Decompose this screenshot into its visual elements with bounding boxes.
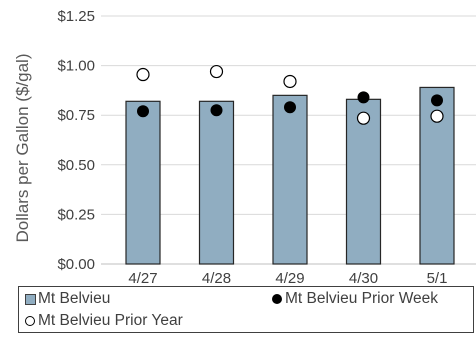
legend-item-prior-year: Mt Belvieu Prior Year [25,312,183,330]
legend: Mt Belvieu Mt Belvieu Prior Week Mt Belv… [18,286,474,333]
prior-year-point [283,74,297,89]
x-tick-label: 4/27 [128,270,157,287]
bar [345,98,382,265]
legend-item-prior-week: Mt Belvieu Prior Week [272,290,438,308]
prior-year-point [136,67,150,82]
y-tick-label: $0.00 [57,256,95,273]
y-tick-label: $1.25 [57,8,95,25]
x-tick-label: 4/29 [275,270,304,287]
bar-series [125,86,455,265]
chart: Dollars per Gallon ($/gal) $0.00$0.25$0.… [13,8,476,287]
legend-label: Mt Belvieu Prior Year [38,312,183,329]
x-axis-ticks: 4/27 4/28 4/29 4/30 5/1 [128,270,447,287]
bar-swatch-icon [25,293,36,305]
y-axis-ticks: $0.00 $0.25 $0.50 $0.75 $1.00 $1.25 [57,8,95,273]
legend-label: Mt Belvieu [38,290,111,307]
prior-week-point [210,104,223,117]
open-circle-icon [25,316,35,326]
y-axis-label: Dollars per Gallon ($/gal) [13,54,32,243]
prior-week-point [284,101,296,114]
y-tick-label: $1.00 [57,58,95,75]
bar [272,94,308,265]
marker-series [136,64,444,125]
prior-week-point [431,94,443,107]
bar [198,100,235,265]
y-tick-label: $0.25 [57,206,95,223]
prior-year-point [430,109,444,123]
x-tick-label: 4/30 [349,270,378,287]
x-tick-label: 5/1 [427,270,448,287]
prior-year-point [356,111,371,125]
bar [125,100,161,265]
filled-circle-icon [272,294,282,304]
legend-label: Mt Belvieu Prior Week [285,290,439,307]
prior-year-point [209,64,224,79]
y-tick-label: $0.50 [57,157,95,174]
prior-week-point [137,105,149,118]
y-tick-label: $0.75 [57,107,95,124]
legend-item-mt-belvieu: Mt Belvieu [25,290,110,308]
prior-week-point [357,91,370,104]
x-tick-label: 4/28 [202,270,231,287]
